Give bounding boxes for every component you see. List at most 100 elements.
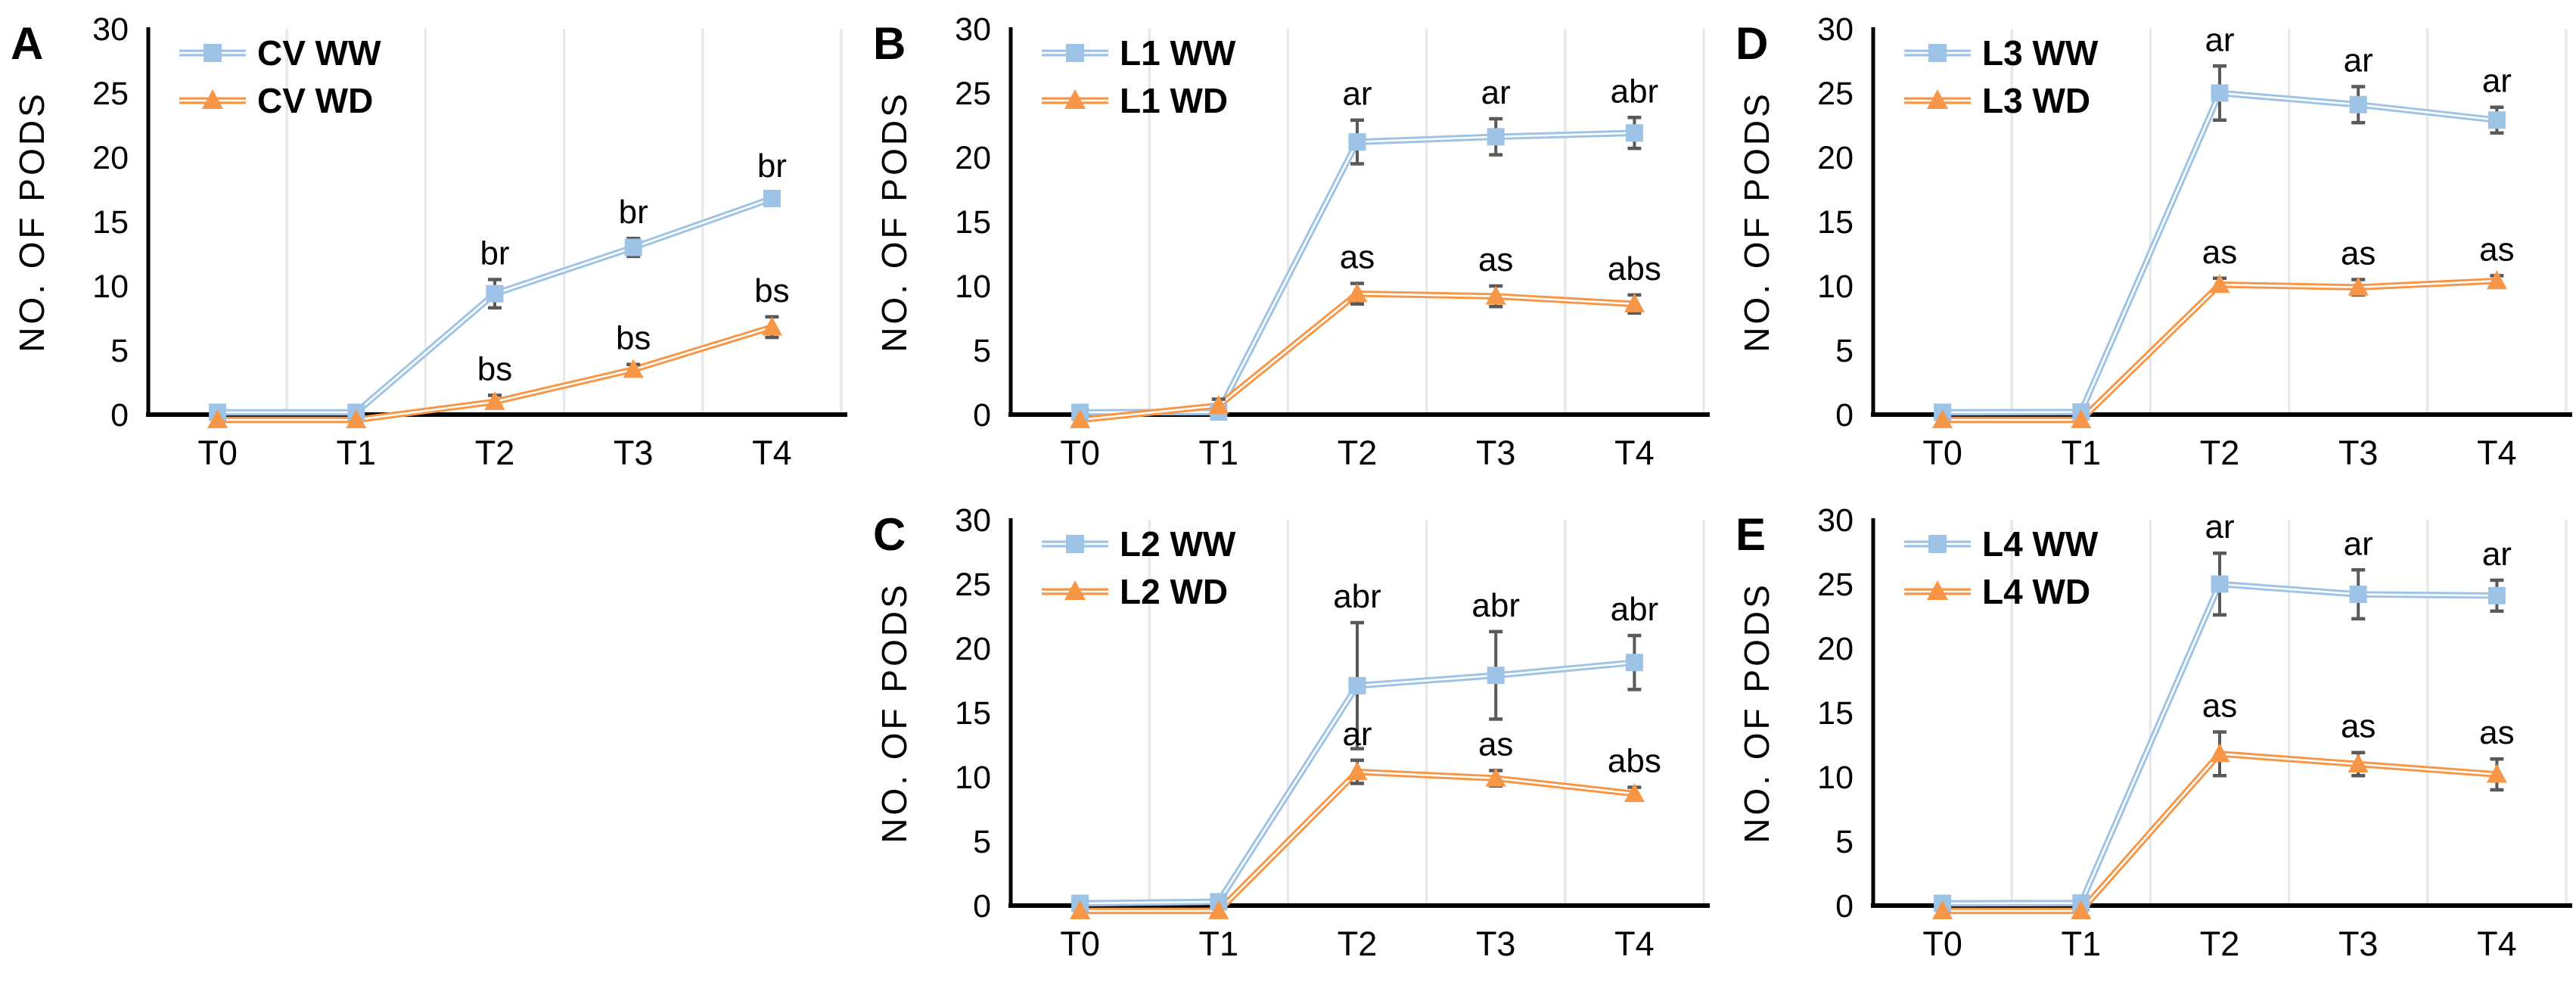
significance-label: abs [1608,743,1661,780]
x-tick-label: T0 [1060,434,1100,472]
significance-label: as [2479,714,2514,751]
marker-triangle [2209,274,2230,294]
legend-item-wd: L2 WD [1042,572,1228,611]
x-tick-label: T2 [2200,925,2240,963]
legend-label: CV WW [257,33,381,73]
y-tick-label: 20 [1817,140,1854,176]
significance-label: as [2202,688,2237,725]
legend-marker-triangle [1927,580,1948,600]
y-axis-title: NO. OF PODS [12,91,51,353]
significance-label: as [2341,708,2376,745]
x-tick-label: T3 [2338,925,2379,963]
y-tick-label: 0 [1835,888,1854,925]
x-tick-label: T3 [1476,925,1516,963]
significance-label: br [757,148,787,185]
series-line-wd [1939,277,2500,424]
significance-label: ar [2482,536,2512,573]
legend-item-wd: L4 WD [1904,572,2090,611]
legend-label: L3 WD [1982,81,2090,120]
y-tick-label: 0 [110,397,129,434]
panel-B-chart: 0 5 10 15 20 25 30 T0 T1 T2 T3 T4 NO. OF PODS Bar ar ab… [873,11,1710,472]
significance-label: ar [2344,42,2373,79]
marker-triangle [1932,409,1953,428]
significance-label: ar [2482,63,2512,100]
legend-item-ww: L1 WW [1042,33,1236,73]
marker-square [1348,676,1366,695]
series-line-wd [1077,768,1638,915]
significance-label: ar [2205,508,2234,545]
panel-letter: A [11,18,43,69]
x-tick-label: T0 [197,434,238,472]
legend-item-ww: L4 WW [1904,524,2099,564]
legend-item-wd: L1 WD [1042,81,1228,120]
marker-triangle [1070,409,1091,428]
x-tick-label: T0 [1060,925,1100,963]
y-tick-label: 5 [110,333,129,369]
significance-label: as [1478,726,1513,763]
y-tick-label: 25 [1817,567,1854,603]
y-tick-label: 10 [955,269,991,305]
significance-label: as [2479,231,2514,268]
y-tick-label: 30 [955,502,991,539]
legend-marker-square [1066,535,1084,553]
x-tick-label: T1 [2062,434,2102,472]
x-tick-label: T4 [2477,434,2517,472]
y-tick-label: 20 [92,140,129,176]
x-tick-label: T3 [2338,434,2379,472]
panel-letter: C [873,509,906,560]
x-tick-label: T2 [1338,434,1378,472]
significance-label: abr [1611,73,1659,110]
marker-triangle [1624,783,1645,803]
y-tick-label: 15 [92,204,129,241]
marker-triangle [1485,285,1506,305]
marker-square [2211,575,2229,593]
y-tick-label: 0 [1835,397,1854,434]
y-axis-title: NO. OF PODS [875,91,914,353]
marker-triangle [1347,761,1368,781]
marker-triangle [623,359,644,378]
x-tick-label: T4 [1614,434,1655,472]
marker-triangle [761,316,782,336]
y-tick-label: 10 [92,269,129,305]
x-tick-label: T4 [1614,925,1655,963]
legend-marker-square [1928,535,1947,553]
significance-label: as [2341,235,2376,272]
legend-item-ww: CV WW [179,33,381,73]
legend-label: L4 WD [1982,572,2090,611]
marker-triangle [1208,395,1229,415]
marker-triangle [2209,743,2230,763]
y-tick-label: 0 [973,397,991,434]
marker-square [2487,111,2506,129]
y-tick-label: 30 [1817,502,1854,539]
legend-marker-triangle [202,89,223,109]
marker-triangle [1932,900,1953,919]
y-tick-label: 0 [973,888,991,925]
legend-item-wd: CV WD [179,81,373,120]
x-tick-label: T4 [752,434,792,472]
y-tick-label: 25 [955,567,991,603]
y-tick-label: 10 [955,760,991,796]
significance-label: as [1340,239,1375,276]
legend-marker-triangle [1064,580,1086,600]
significance-label: abr [1611,591,1659,628]
marker-triangle [346,409,367,428]
significance-label: abr [1471,587,1520,624]
marker-square [2349,586,2367,604]
marker-triangle [1208,900,1229,919]
marker-triangle [207,409,228,428]
marker-triangle [1070,900,1091,919]
panel-letter: B [873,18,906,69]
x-tick-label: T2 [1338,925,1378,963]
legend-item-wd: L3 WD [1904,81,2090,120]
legend-label: L2 WW [1120,524,1236,564]
y-tick-label: 15 [955,204,991,241]
y-tick-label: 15 [1817,204,1854,241]
marker-square [2487,586,2506,604]
x-tick-label: T0 [1922,925,1962,963]
y-tick-label: 10 [1817,269,1854,305]
marker-square [2349,95,2367,113]
